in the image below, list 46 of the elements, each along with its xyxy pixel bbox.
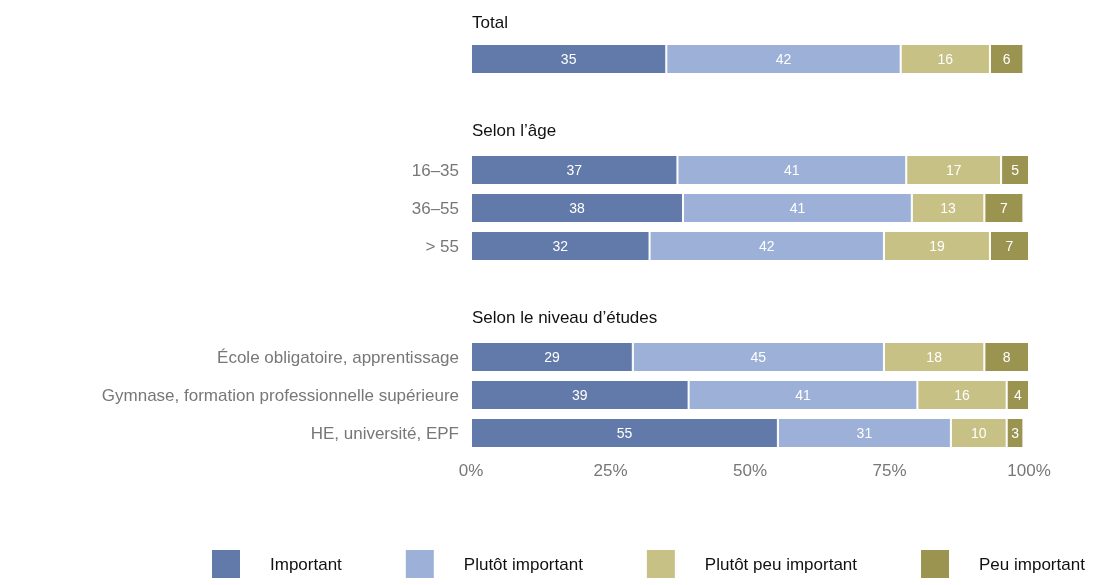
data-label: 29 [544,349,560,365]
data-label: 3 [1011,425,1020,441]
data-label: 42 [775,51,792,67]
data-label: 35 [560,51,577,67]
legend-label: Plutôt peu important [704,554,858,574]
data-label: 32 [552,238,569,254]
x-tick-label: 50% [732,461,768,480]
data-label: 16 [937,51,954,67]
legend-label: Peu important [979,554,1086,574]
legend-label: Plutôt important [463,554,584,574]
x-tick-label: 0% [458,461,484,480]
data-label: 8 [1002,349,1011,365]
chart-title: Selon l’âge [472,121,557,140]
data-label: 18 [926,349,943,365]
data-label: 41 [795,387,812,403]
y-tick-label: HE, université, EPF [310,423,459,443]
data-label: 37 [566,162,583,178]
y-tick-label: 36–55 [411,198,459,218]
x-tick-label: 25% [593,461,628,480]
data-label: 5 [1011,162,1020,178]
chart-title: Total [472,13,508,32]
data-label: 19 [929,238,945,254]
data-label: 45 [750,349,767,365]
data-label: 17 [945,162,962,178]
data-label: 13 [940,200,957,216]
chart-title: Selon le niveau d’études [472,308,658,327]
y-tick-label: Gymnase, formation professionnelle supérieure [101,385,459,405]
data-label: 41 [784,162,800,178]
data-label: 7 [1005,238,1014,254]
data-label: 7 [999,200,1008,216]
data-label: 16 [954,387,971,403]
data-label: 39 [572,387,588,403]
data-label: 42 [758,238,775,254]
legend-label: Important [270,554,343,574]
data-label: 55 [616,425,633,441]
data-label: 4 [1013,387,1022,403]
data-label: 10 [970,425,987,441]
y-tick-label: > 55 [425,236,459,256]
x-tick-label: 100% [1007,461,1051,480]
data-label: 38 [569,200,586,216]
data-label: 31 [856,425,873,441]
y-tick-label: École obligatoire, apprentissage [217,347,459,367]
y-tick-label: 16–35 [411,160,459,180]
data-label: 6 [1002,51,1011,67]
x-tick-label: 75% [872,461,907,480]
data-label: 41 [789,200,806,216]
